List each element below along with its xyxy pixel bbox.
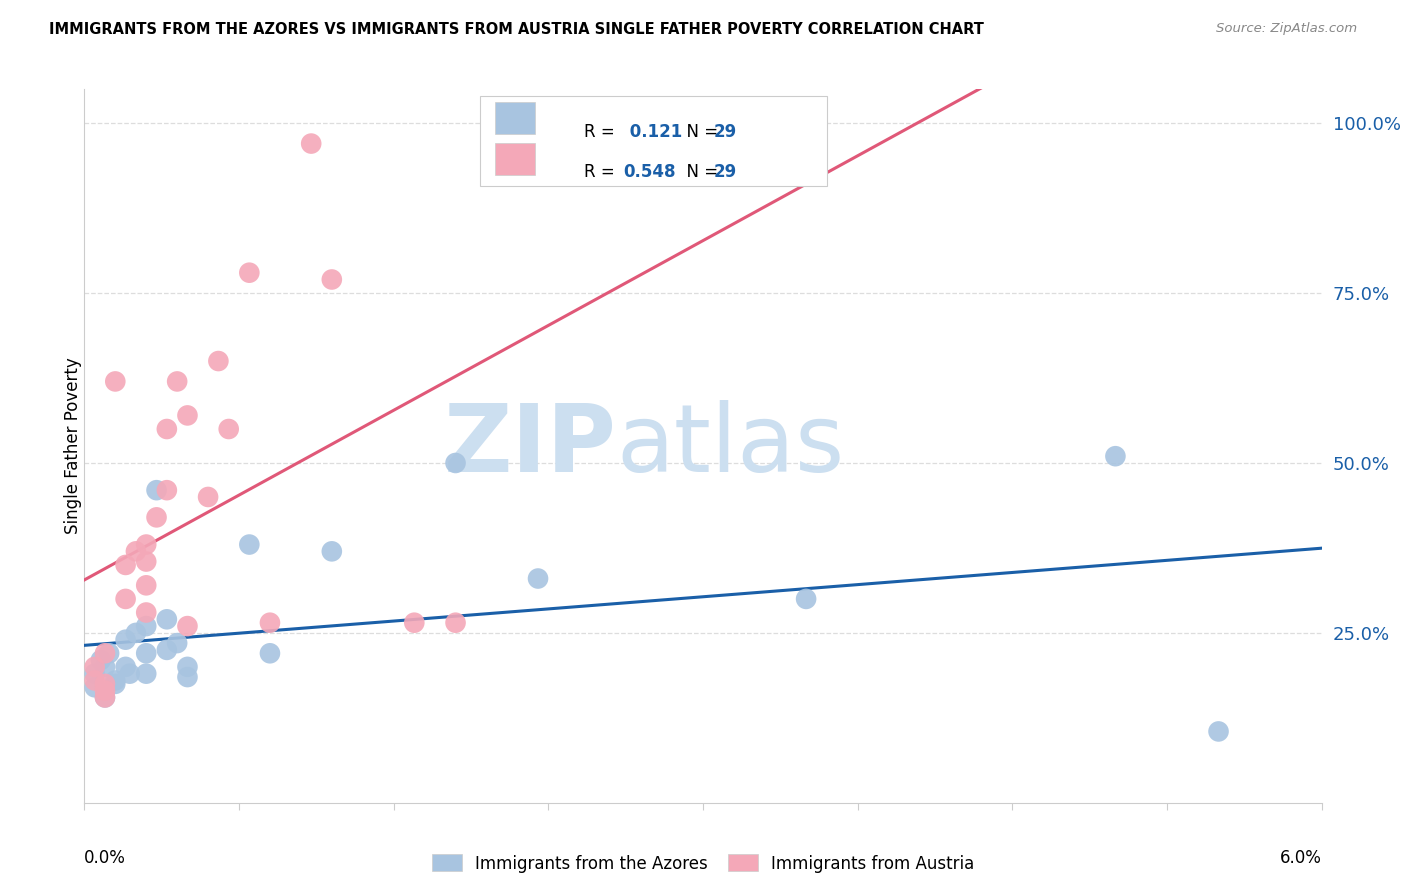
Point [135,606,157,620]
Point [166,636,188,650]
Text: N =: N = [676,163,723,181]
Text: IMMIGRANTS FROM THE AZORES VS IMMIGRANTS FROM AUSTRIA SINGLE FATHER POVERTY CORR: IMMIGRANTS FROM THE AZORES VS IMMIGRANTS… [49,22,984,37]
Text: Source: ZipAtlas.com: Source: ZipAtlas.com [1216,22,1357,36]
Point [135,537,157,551]
Point [114,591,136,606]
Point [1208,724,1230,739]
Point [156,422,179,436]
Point [135,666,157,681]
Point [207,354,229,368]
Point [197,490,219,504]
Text: R =: R = [585,163,620,181]
Point [94,690,117,705]
Text: R =: R = [585,123,620,141]
Point [166,375,188,389]
Point [104,673,127,688]
Point [259,615,281,630]
Point [90,653,112,667]
Point [104,677,127,691]
Point [104,375,127,389]
Point [145,483,167,498]
Point [404,615,426,630]
Point [1104,449,1126,463]
Text: 29: 29 [714,123,737,141]
Point [794,591,817,606]
Text: 0.0%: 0.0% [84,849,127,867]
Point [176,660,198,674]
FancyBboxPatch shape [495,102,534,134]
Point [94,683,117,698]
Point [176,670,198,684]
Point [299,136,322,151]
Point [135,555,157,569]
Point [83,680,105,694]
Point [527,572,550,586]
Point [259,646,281,660]
Point [94,660,117,674]
FancyBboxPatch shape [481,96,827,186]
Point [83,660,105,674]
Point [176,409,198,423]
Point [118,666,141,681]
Point [114,632,136,647]
Point [321,272,343,286]
FancyBboxPatch shape [495,143,534,175]
Text: 6.0%: 6.0% [1279,849,1322,867]
Point [114,660,136,674]
Point [83,666,105,681]
Point [156,483,179,498]
Point [238,266,260,280]
Point [98,646,121,660]
Point [321,544,343,558]
Point [145,510,167,524]
Point [125,544,148,558]
Text: 0.121: 0.121 [624,123,682,141]
Point [156,612,179,626]
Point [444,456,467,470]
Point [125,626,148,640]
Point [444,615,467,630]
Point [135,619,157,633]
Point [94,646,117,660]
Point [218,422,240,436]
Point [176,619,198,633]
Point [156,643,179,657]
Point [135,646,157,660]
Point [83,673,105,688]
Point [135,578,157,592]
Point [94,677,117,691]
Point [114,558,136,572]
Point [238,537,260,551]
Legend: Immigrants from the Azores, Immigrants from Austria: Immigrants from the Azores, Immigrants f… [425,847,981,880]
Text: 0.548: 0.548 [624,163,676,181]
Text: ZIP: ZIP [443,400,616,492]
Point [94,690,117,705]
Text: 29: 29 [714,163,737,181]
Text: atlas: atlas [616,400,845,492]
Text: N =: N = [676,123,723,141]
Y-axis label: Single Father Poverty: Single Father Poverty [65,358,82,534]
